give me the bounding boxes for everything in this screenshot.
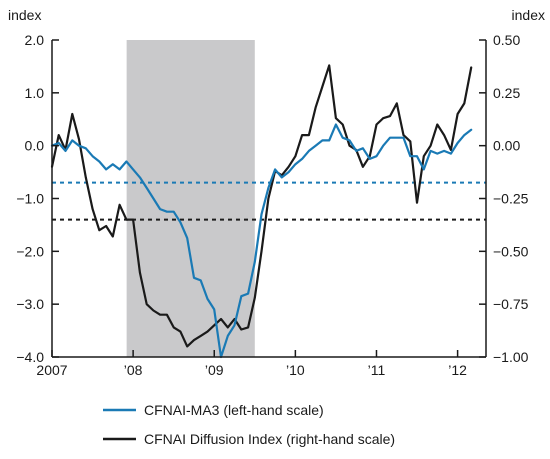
left-tick-label: −1.0	[16, 191, 44, 207]
right-tick-label: 0.25	[493, 85, 520, 101]
right-tick-label: −0.25	[493, 191, 529, 207]
series-line-diffusion-index	[50, 64, 473, 348]
right-tick-label: 0.00	[493, 138, 520, 154]
reference-lines-layer	[52, 181, 486, 221]
left-axis-title: index	[8, 7, 41, 23]
x-tick-label: ’10	[286, 362, 305, 378]
right-tick-label: 0.50	[493, 32, 520, 48]
legend-label: CFNAI-MA3 (left-hand scale)	[144, 402, 324, 418]
recession-shading-layer	[126, 40, 255, 357]
left-tick-label: 2.0	[25, 32, 45, 48]
left-tick-label: −2.0	[16, 243, 44, 259]
right-axis-title: index	[512, 7, 545, 23]
x-tick-label: ’09	[205, 362, 224, 378]
left-tick-label: −4.0	[16, 349, 44, 365]
x-tick-label: 2007	[36, 362, 67, 378]
right-tick-labels: 0.50 0.25 0.00 −0.25 −0.50 −0.75 −1.00	[493, 32, 529, 365]
left-tick-labels: 2.0 1.0 0.0 −1.0 −2.0 −3.0 −4.0	[16, 32, 44, 365]
recession-shading	[126, 40, 255, 357]
x-tick-labels: 2007 ’08 ’09 ’10 ’11 ’12	[36, 362, 467, 378]
axes-layer	[51, 39, 487, 358]
legend: CFNAI-MA3 (left-hand scale) CFNAI Diffusi…	[103, 402, 395, 447]
x-tick-label: ’11	[368, 362, 386, 378]
right-tick-label: −0.50	[493, 243, 529, 259]
legend-label: CFNAI Diffusion Index (right-hand scale)	[144, 431, 395, 447]
x-tick-label: ’08	[124, 362, 143, 378]
right-tick-label: −0.75	[493, 296, 529, 312]
x-tick-label: ’12	[448, 362, 467, 378]
left-tick-label: 1.0	[25, 85, 45, 101]
right-tick-label: −1.00	[493, 349, 529, 365]
series-layer	[50, 64, 473, 359]
left-tick-label: −3.0	[16, 296, 44, 312]
left-tick-label: 0.0	[25, 138, 45, 154]
series-line-cfnai-ma3	[50, 123, 473, 359]
